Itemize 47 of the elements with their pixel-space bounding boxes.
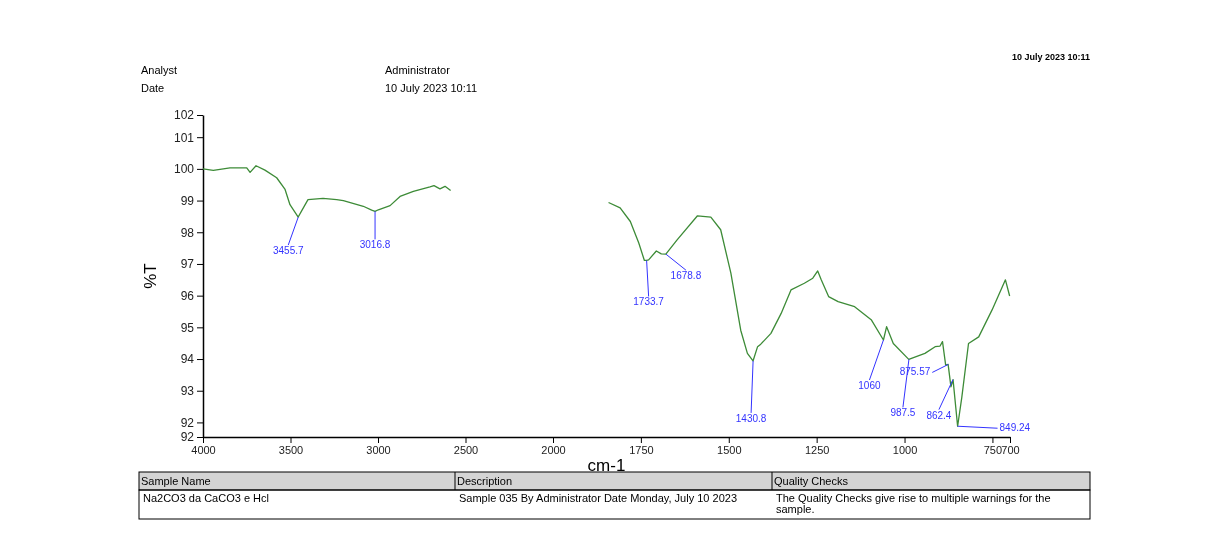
y-tick-label: 102: [173, 108, 195, 123]
annotation: 3016.8: [359, 239, 391, 251]
y-tick-label: 92: [180, 415, 195, 430]
annotation: 987.5: [890, 407, 916, 419]
x-tick-label: 2000: [541, 443, 566, 456]
x-tick-label: 700: [1001, 443, 1020, 456]
text: Sample 035 By Administrator Date Monday, July 10 2023: [459, 492, 738, 504]
text: Quality Checks: [774, 475, 849, 487]
x-tick-label: 2500: [453, 443, 479, 456]
text: Sample Name: [141, 475, 211, 487]
annotation: 3455.7: [272, 245, 304, 257]
y-tick-label: 96: [180, 288, 195, 303]
y-tick-label: 94: [180, 352, 195, 367]
y-tick-label: 92: [180, 430, 195, 445]
x-tick-label: 750: [983, 443, 1003, 456]
text: The Quality Checks give rise to multiple warnings for the sample.: [776, 492, 1051, 515]
x-tick-label: 1000: [892, 443, 918, 456]
annotation: 862.4: [926, 409, 952, 421]
annotation: 1733.7: [633, 296, 665, 308]
y-axis-title: %T: [141, 263, 160, 289]
y-tick-label: 95: [180, 320, 195, 335]
y-tick-label: 93: [180, 384, 195, 399]
x-tick-label: 1750: [629, 443, 654, 456]
x-tick-label: 3500: [278, 443, 304, 456]
x-tick-label: 1500: [717, 443, 742, 456]
line-series: [202, 165, 452, 218]
annotation: 1678.8: [670, 270, 702, 282]
text: Na2CO3 da CaCO3 e Hcl: [143, 492, 269, 504]
annotation: 849.24: [999, 422, 1031, 434]
annotation: 875.57: [899, 366, 931, 378]
y-tick-label: 97: [180, 257, 195, 272]
text: 10 July 2023 10:11: [385, 82, 478, 94]
y-tick-label: 101: [173, 130, 195, 145]
text: Analyst: [141, 64, 178, 76]
x-tick-label: 4000: [191, 443, 216, 456]
y-tick-label: 100: [173, 162, 195, 177]
text: 10 July 2023 10:11: [1011, 52, 1090, 62]
text: Administrator: [385, 64, 451, 76]
x-axis-title: cm-1: [587, 456, 626, 475]
x-tick-label: 3000: [366, 443, 391, 456]
text: Date: [141, 82, 165, 94]
text: Description: [457, 475, 513, 487]
annotation: 1430.8: [735, 412, 767, 424]
annotation: 1060: [858, 380, 882, 392]
x-tick-label: 1250: [804, 443, 830, 456]
y-tick-label: 99: [180, 193, 195, 208]
y-tick-label: 98: [180, 225, 195, 240]
